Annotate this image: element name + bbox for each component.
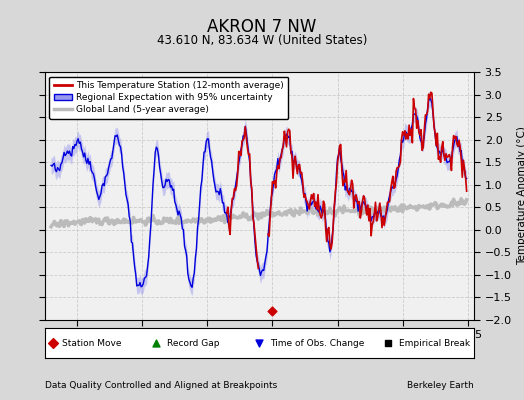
Text: Berkeley Earth: Berkeley Earth [408,381,474,390]
Text: Data Quality Controlled and Aligned at Breakpoints: Data Quality Controlled and Aligned at B… [45,381,277,390]
Legend: This Temperature Station (12-month average), Regional Expectation with 95% uncer: This Temperature Station (12-month avera… [49,76,288,119]
Y-axis label: Temperature Anomaly (°C): Temperature Anomaly (°C) [517,126,524,266]
Text: Time of Obs. Change: Time of Obs. Change [270,338,365,348]
Text: Empirical Break: Empirical Break [399,338,470,348]
Text: Record Gap: Record Gap [167,338,220,348]
Text: 43.610 N, 83.634 W (United States): 43.610 N, 83.634 W (United States) [157,34,367,47]
Point [384,340,392,346]
Point [268,308,277,314]
Text: AKRON 7 NW: AKRON 7 NW [208,18,316,36]
Point [152,340,160,346]
Point [49,340,57,346]
Text: Station Move: Station Move [62,338,121,348]
Point [255,340,264,346]
